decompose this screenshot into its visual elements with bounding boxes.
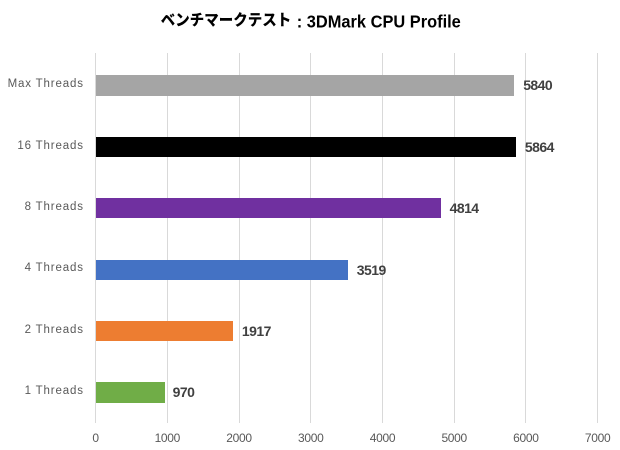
- svg-text:: 3DMark CPU Profile: : 3DMark CPU Profile: [297, 12, 461, 32]
